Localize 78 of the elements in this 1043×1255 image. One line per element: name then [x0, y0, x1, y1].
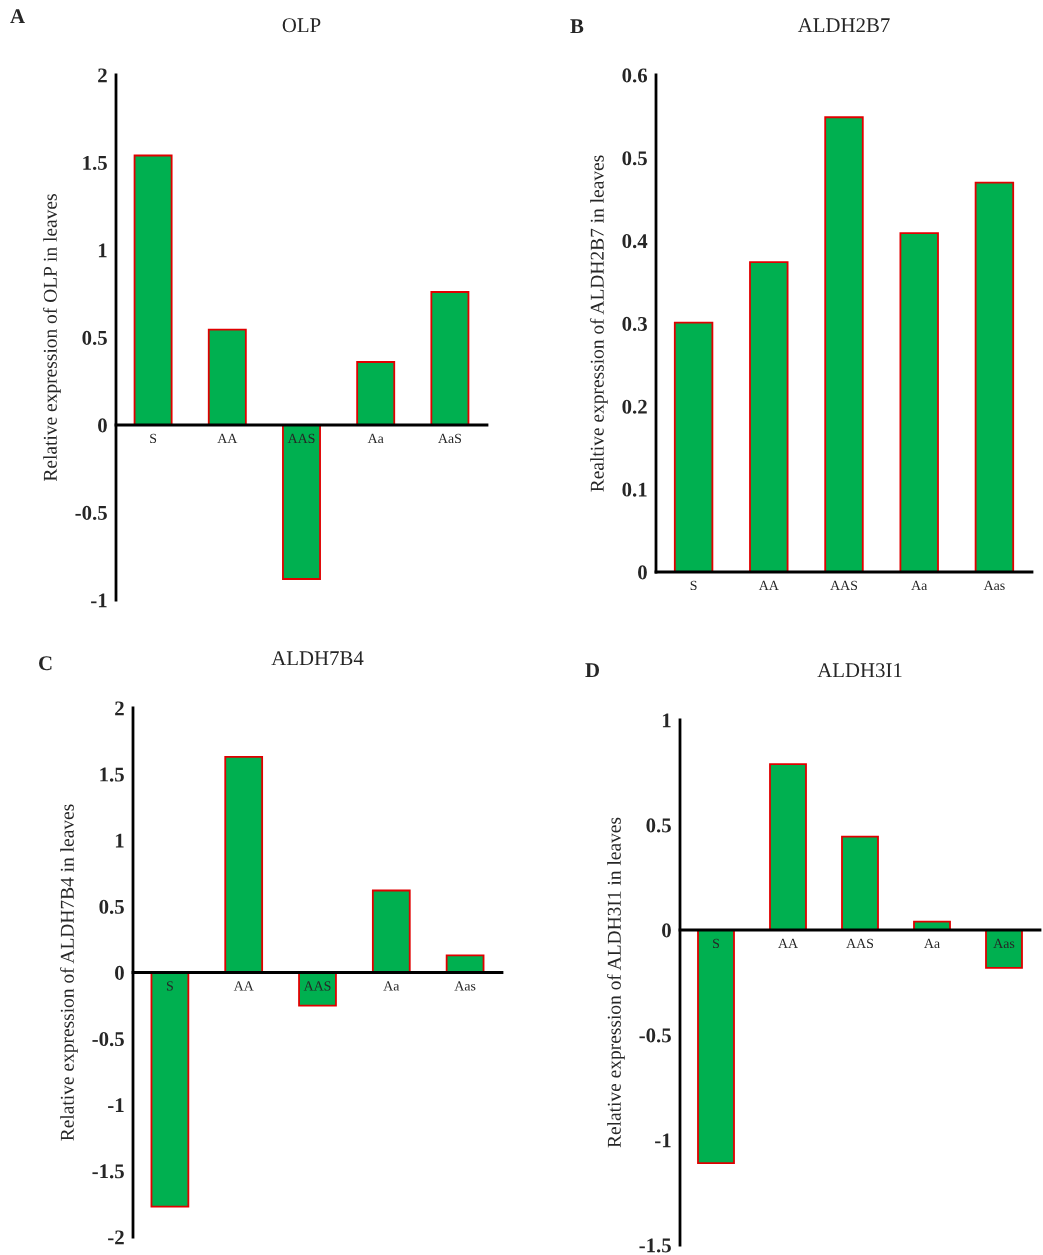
y-axis-title: Relative expression of OLP in leaves: [42, 194, 61, 482]
y-tick-label: 0: [638, 565, 647, 580]
y-tick-label: 0: [662, 923, 671, 938]
y-tick-label: 0: [98, 418, 107, 433]
bar: [356, 361, 396, 426]
y-tick-label: -1.5: [639, 1238, 671, 1253]
x-tick-label: AaS: [438, 433, 461, 444]
x-tick-label: S: [690, 580, 697, 591]
x-tick-label: S: [166, 981, 173, 991]
x-tick-label: Aa: [911, 580, 928, 591]
text: B: [570, 19, 584, 34]
x-tick-label: AAS: [303, 981, 331, 991]
y-tick-label: -1: [108, 1098, 124, 1112]
x-tick-label: AAS: [287, 433, 315, 444]
y-tick-label: -0.5: [639, 1028, 671, 1043]
y-tick-label: 0.5: [99, 899, 124, 914]
x-tick-label: S: [150, 433, 157, 444]
bar: [673, 321, 714, 572]
chart-title: ALDH7B4: [271, 651, 364, 666]
chart-title: OLP: [282, 18, 321, 33]
y-tick-label: -1: [91, 593, 107, 608]
y-tick-label: -0.5: [92, 1032, 124, 1047]
y-axis-title: Relative expression of ALDH3I1 in leaves: [606, 817, 625, 1148]
bar: [133, 154, 173, 426]
y-tick-label: 0.6: [622, 68, 648, 83]
bar: [985, 929, 1023, 969]
bar: [749, 261, 789, 572]
y-tick-label: -0.5: [75, 505, 107, 521]
y-tick-label: 2: [115, 701, 124, 716]
x-tick-label: AA: [217, 433, 238, 443]
y-tick-label: 0.4: [622, 234, 648, 249]
bar: [697, 929, 735, 1165]
x-tick-label: Aas: [454, 981, 476, 991]
bar: [899, 232, 939, 572]
y-axis-title: Relative expression of ALDH7B4 in leaves: [59, 804, 78, 1141]
y-tick-label: 2: [98, 68, 107, 83]
bar: [150, 971, 190, 1208]
y-tick-label: -1: [655, 1133, 671, 1148]
bar: [430, 291, 470, 426]
x-tick-label: Aas: [983, 580, 1005, 591]
y-tick-label: -2: [108, 1230, 124, 1245]
y-tick-label: 0.3: [622, 316, 647, 332]
x-tick-label: Aa: [367, 433, 384, 444]
y-tick-label: 0.2: [622, 399, 647, 414]
text: C: [39, 656, 52, 671]
x-tick-label: AA: [233, 981, 254, 991]
y-tick-label: 1: [662, 713, 671, 728]
y-tick-label: -1.5: [92, 1164, 124, 1179]
text: A: [10, 9, 25, 24]
chart-title: ALDH2B7: [797, 18, 890, 33]
y-tick-label: 1.5: [100, 767, 124, 782]
bar: [841, 835, 879, 931]
bar: [371, 889, 411, 974]
x-tick-label: Aa: [383, 981, 400, 991]
y-tick-label: 0.5: [622, 151, 647, 166]
y-tick-label: 0.5: [646, 818, 671, 833]
y-tick-label: 0.1: [622, 482, 647, 497]
x-tick-label: AAS: [830, 580, 858, 591]
x-tick-label: Aas: [993, 938, 1015, 949]
bar: [282, 424, 321, 580]
x-tick-label: AAS: [846, 938, 874, 949]
x-tick-label: AA: [778, 938, 798, 948]
bar: [974, 181, 1015, 572]
y-tick-label: 1: [115, 833, 124, 848]
bar: [769, 763, 807, 931]
bar: [224, 756, 264, 974]
y-tick-label: 1: [98, 243, 107, 258]
x-tick-label: S: [713, 938, 719, 949]
chart-title: ALDH3I1: [817, 663, 902, 678]
bar: [824, 116, 864, 572]
text: D: [585, 663, 600, 678]
y-tick-label: 0.5: [82, 330, 107, 346]
x-tick-label: AA: [758, 580, 779, 590]
y-axis-title: Realtive expression of ALDH2B7 in leaves: [589, 155, 608, 492]
y-tick-label: 1.5: [83, 155, 107, 171]
x-tick-label: Aa: [924, 938, 940, 949]
bar: [207, 328, 247, 426]
y-tick-label: 0: [115, 965, 124, 980]
